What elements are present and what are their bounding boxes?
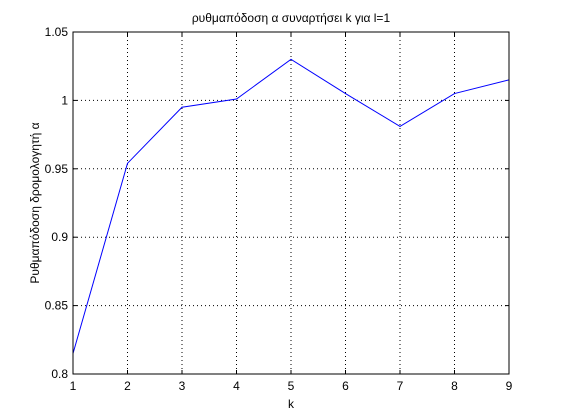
x-tick-label: 9 <box>506 379 513 393</box>
y-tick-label: 0.8 <box>51 367 68 381</box>
x-tick-label: 4 <box>233 379 240 393</box>
x-tick-label: 7 <box>397 379 404 393</box>
x-tick-label: 3 <box>179 379 186 393</box>
grid <box>73 32 509 374</box>
data-point <box>345 93 346 95</box>
data-point <box>181 106 183 108</box>
x-tick-label: 8 <box>451 379 458 393</box>
plot-background <box>73 32 509 374</box>
y-tick-label: 0.9 <box>51 230 68 244</box>
y-tick-label: 1 <box>61 93 68 107</box>
x-tick-label: 5 <box>288 379 295 393</box>
chart-title: ρυθμαπόδοση α συναρτήσει k για l=1 <box>192 11 391 25</box>
data-point <box>236 98 237 100</box>
x-tick-label: 1 <box>70 379 77 393</box>
data-point <box>454 93 455 95</box>
y-tick-label: 0.85 <box>45 299 69 313</box>
x-axis-label: k <box>288 397 295 411</box>
y-axis-label: Ρυθμαπόδοση δρομολογητή α <box>28 122 42 283</box>
x-tick-label: 2 <box>124 379 131 393</box>
data-point <box>290 58 292 60</box>
x-tick-label: 6 <box>342 379 349 393</box>
y-ticks: 0.8 0.85 0.9 0.95 1 1.05 <box>45 25 509 381</box>
data-point <box>127 162 128 164</box>
y-tick-label: 1.05 <box>45 25 69 39</box>
data-point <box>399 125 401 127</box>
x-ticks: 1 2 3 4 5 6 7 8 9 <box>70 32 513 393</box>
y-tick-label: 0.95 <box>45 162 69 176</box>
